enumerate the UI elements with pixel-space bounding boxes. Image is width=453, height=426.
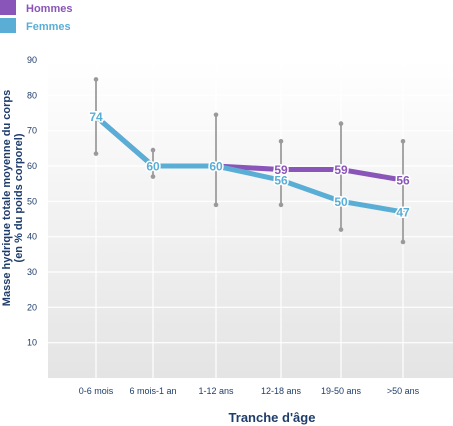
x-tick-label: 0-6 mois <box>79 386 114 396</box>
x-tick-label: 6 mois-1 an <box>129 386 176 396</box>
legend-swatch-femmes <box>0 18 16 33</box>
y-tick-label: 70 <box>27 126 37 136</box>
data-label: 50 <box>334 195 348 209</box>
data-label: 47 <box>396 205 410 219</box>
legend-label-hommes: Hommes <box>26 3 72 15</box>
x-ticks: 0-6 mois 6 mois-1 an 1-12 ans 12-18 ans 19-5… <box>79 386 420 396</box>
x-tick-label: >50 ans <box>387 386 420 396</box>
x-axis-title: Tranche d'âge <box>229 410 316 425</box>
y-ticks: 10 20 30 40 50 60 70 80 90 <box>27 55 37 348</box>
data-label: 60 <box>146 160 160 174</box>
y-tick-label: 50 <box>27 196 37 206</box>
y-tick-label: 90 <box>27 55 37 65</box>
range-bar <box>278 138 284 208</box>
x-tick-label: 19-50 ans <box>321 386 362 396</box>
series-line-femmes <box>93 114 406 215</box>
range-bars <box>93 77 406 245</box>
data-label: 74 <box>89 110 103 124</box>
series-lines <box>93 114 406 215</box>
y-tick-label: 10 <box>27 338 37 348</box>
x-tick-label: 1-12 ans <box>198 386 234 396</box>
data-label: 59 <box>334 163 348 177</box>
y-tick-label: 30 <box>27 267 37 277</box>
data-label: 59 <box>274 163 288 177</box>
range-bar <box>400 138 406 245</box>
legend-label-femmes: Femmes <box>26 21 71 33</box>
y-axis-title: Masse hydrique totale moyenne du corps <box>1 90 13 306</box>
y-tick-label: 40 <box>27 232 37 242</box>
plot-area <box>48 60 453 378</box>
range-bar <box>338 121 344 232</box>
data-label: 60 <box>209 160 223 174</box>
legend-swatch-hommes <box>0 0 16 15</box>
x-tick-label: 12-18 ans <box>261 386 302 396</box>
data-label: 56 <box>274 174 288 188</box>
y-tick-label: 20 <box>27 302 37 312</box>
y-tick-label: 80 <box>27 90 37 100</box>
data-label: 56 <box>396 174 410 188</box>
y-tick-label: 60 <box>27 161 37 171</box>
range-bar <box>213 112 219 208</box>
legend: Hommes Femmes <box>0 0 72 33</box>
y-axis-subtitle: (en % du poids corporel) <box>13 133 25 262</box>
